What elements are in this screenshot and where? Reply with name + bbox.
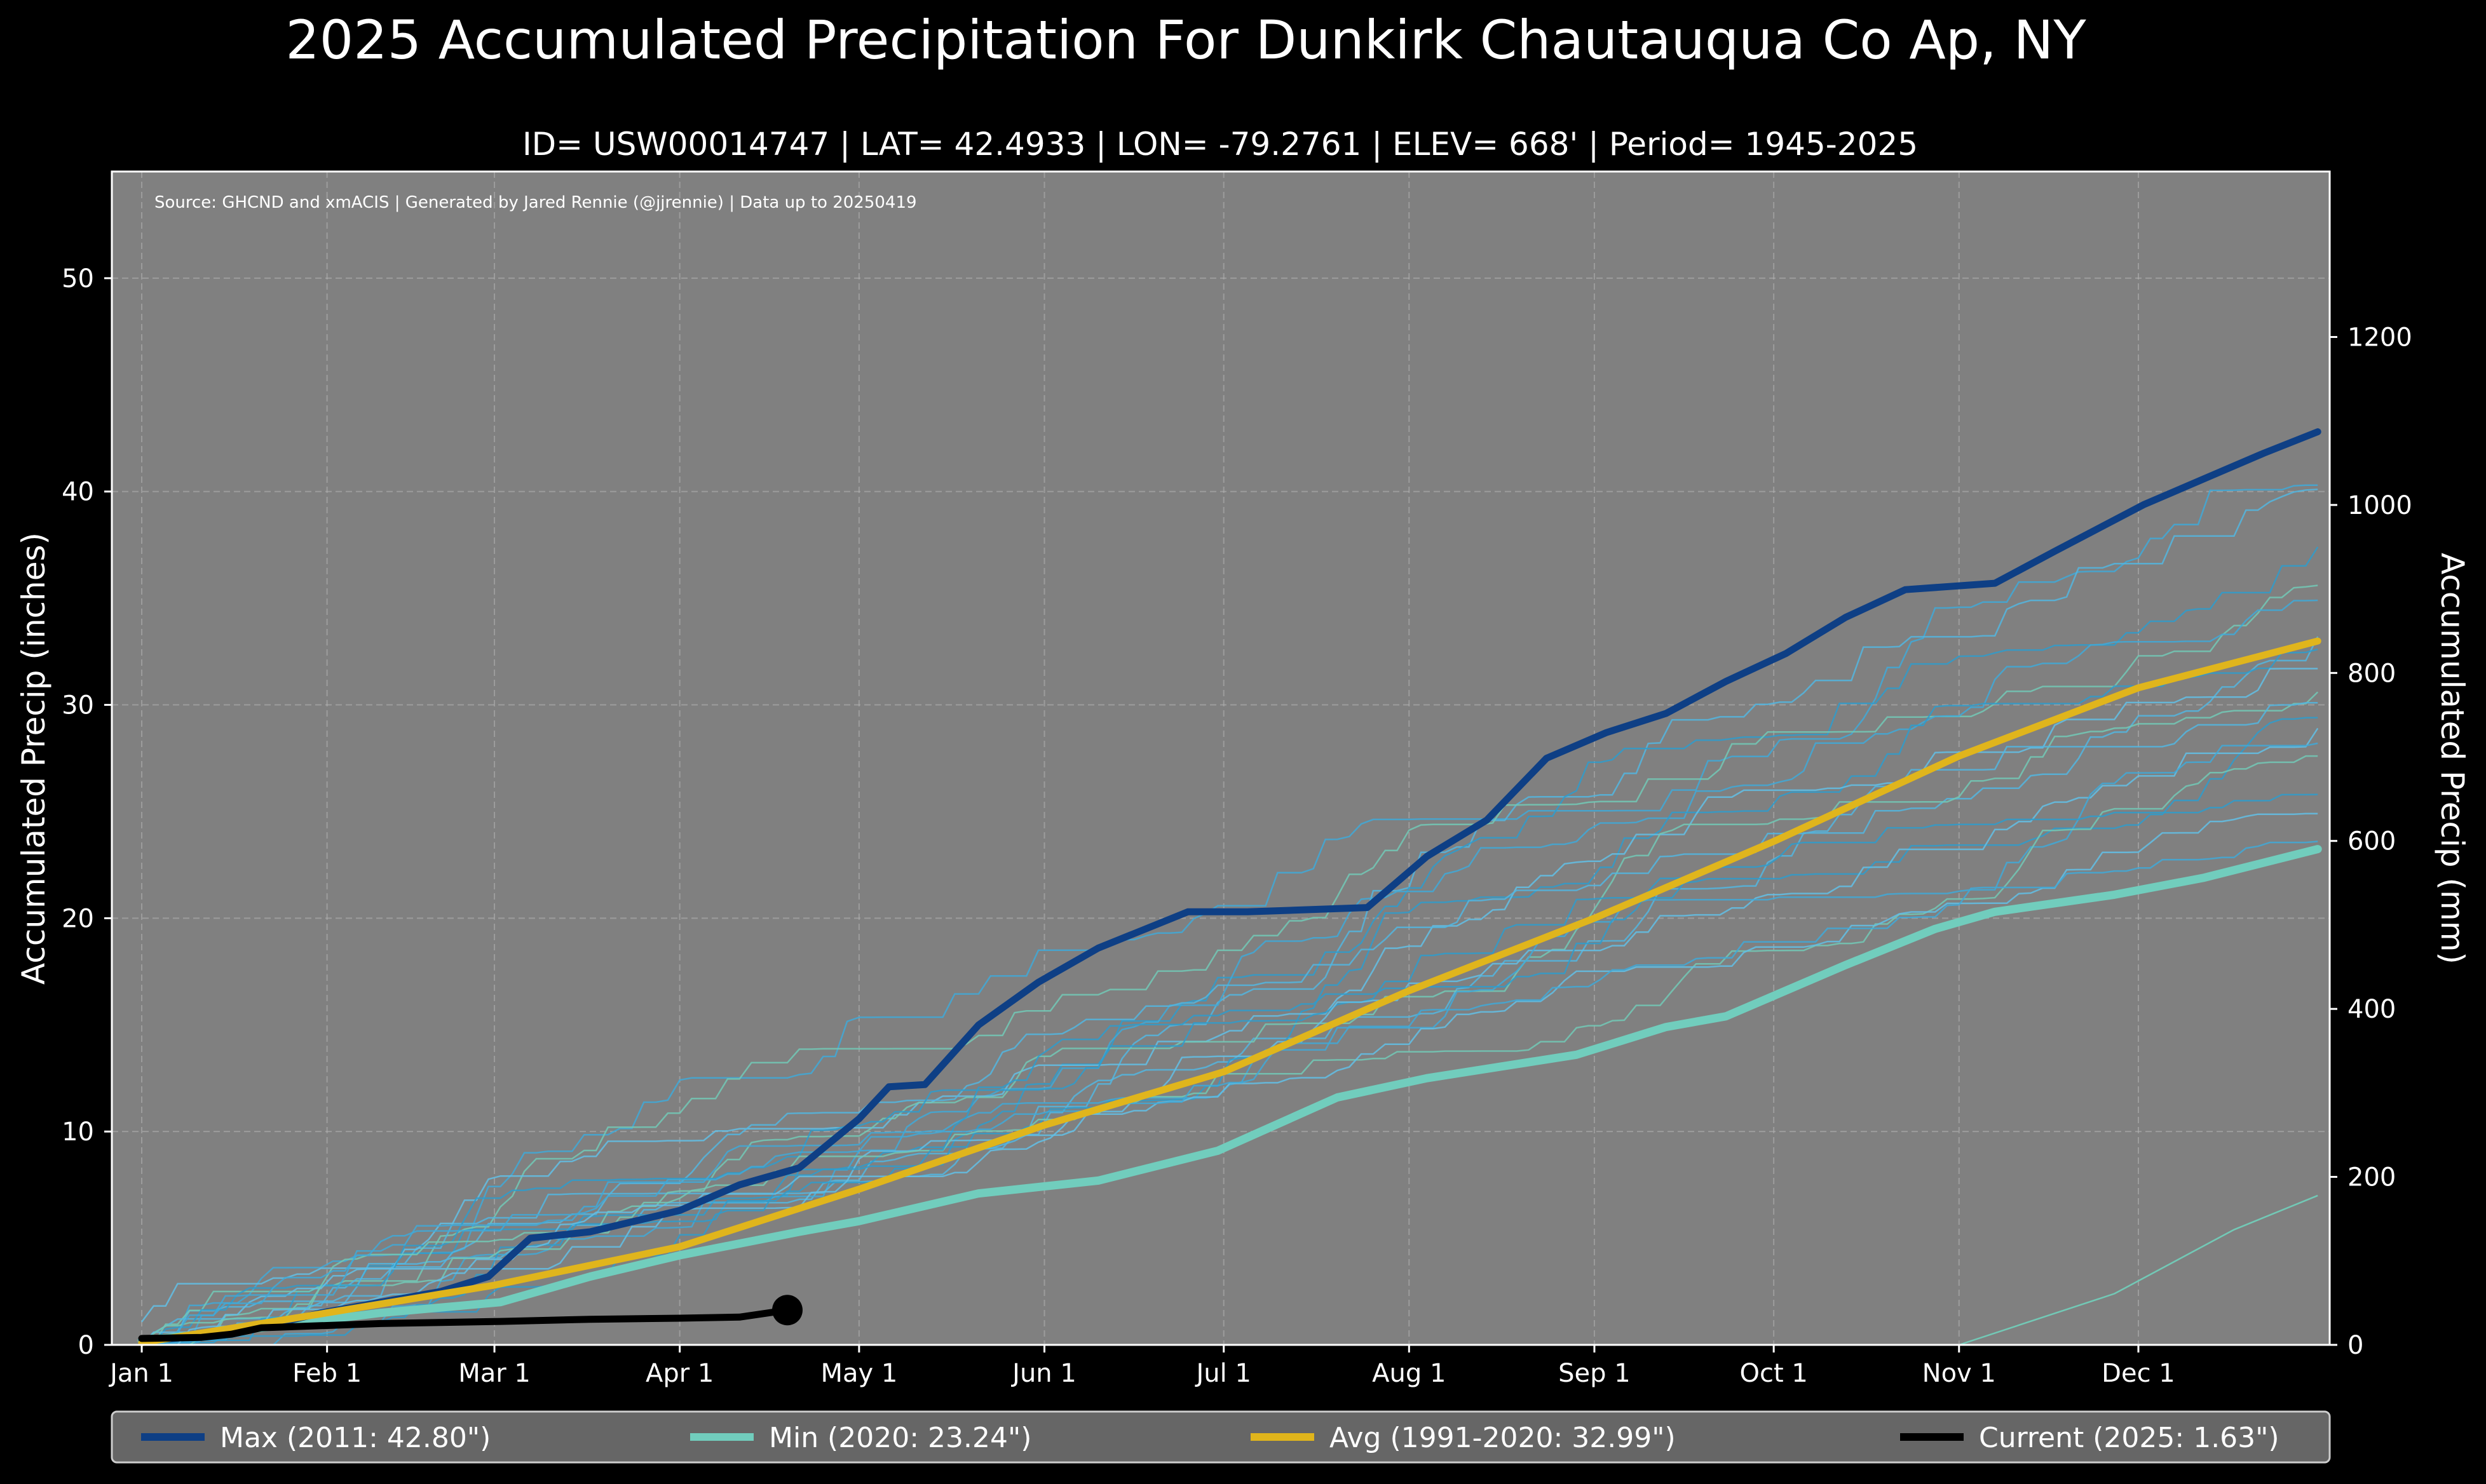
x-tick-label: Apr 1 [646,1359,714,1388]
y-right-tick-label: 400 [2347,995,2396,1024]
x-tick-label: Jun 1 [1010,1359,1077,1388]
historical-year-lines [140,484,2319,1346]
historical-year-line [142,648,2318,1346]
y-tick-label: 0 [78,1331,94,1360]
historical-year-line [141,840,2318,1345]
y-tick-label: 50 [62,264,94,293]
legend-label-max: Max (2011: 42.80") [220,1422,491,1454]
x-tick-label: May 1 [820,1359,897,1388]
current-endpoint-marker [771,1295,803,1326]
historical-year-line [141,727,2319,1346]
y-tick-label: 10 [62,1117,94,1147]
y-axis-label-left: Accumulated Precip (inches) [15,532,52,985]
y-right-tick-label: 0 [2347,1331,2363,1360]
series-lines [137,428,2322,1347]
legend-label-current: Current (2025: 1.63") [1979,1422,2279,1454]
series-line-max [138,428,2321,1344]
historical-year-line [1959,1194,2318,1346]
x-tick-label: Nov 1 [1922,1359,1996,1388]
historical-year-line [142,793,2318,1343]
chart-title: 2025 Accumulated Precipitation For Dunki… [285,9,2086,71]
plot-area [112,172,2330,1345]
historical-year-line [142,691,2319,1346]
y-axis-ticks-left: 0 10 20 30 40 50 [62,264,112,1360]
y-tick-label: 20 [62,904,94,933]
historical-year-line [142,599,2318,1346]
x-axis-ticks: Jan 1 Feb 1 Mar 1 Apr 1 May 1 Jun 1 Jul 1 Aug 1… [108,1345,2175,1388]
y-right-tick-label: 1000 [2347,491,2412,520]
x-tick-label: Jan 1 [108,1359,173,1388]
historical-year-line [141,701,2318,1346]
y-axis-label-right: Accumulated Precip (mm) [2434,553,2471,964]
y-right-tick-label: 800 [2347,659,2396,688]
y-right-tick-label: 600 [2347,827,2396,856]
x-tick-label: Mar 1 [458,1359,531,1388]
y-right-tick-label: 200 [2347,1163,2396,1192]
x-tick-label: Dec 1 [2102,1359,2175,1388]
legend-box [111,1410,2331,1464]
y-tick-label: 40 [62,478,94,507]
x-tick-label: Feb 1 [292,1359,362,1388]
series-line-current [138,1306,791,1342]
x-tick-label: Jul 1 [1194,1359,1251,1388]
legend-label-avg: Avg (1991-2020: 32.99") [1329,1422,1676,1454]
source-note: Source: GHCND and xmACIS | Generated by … [154,193,917,212]
series-line-min [137,845,2322,1345]
y-tick-label: 30 [62,691,94,720]
historical-year-line [141,717,2318,1346]
legend-label-min: Min (2020: 23.24") [769,1422,1031,1454]
legend: Max (2011: 42.80") Min (2020: 23.24") Avg … [111,1410,2331,1464]
y-axis-ticks-right: 0 200 400 600 800 1000 1200 [2330,323,2412,1360]
y-right-tick-label: 1200 [2347,323,2412,352]
plot-frame [111,170,2331,1346]
historical-year-line [141,755,2318,1346]
x-tick-label: Sep 1 [1558,1359,1631,1388]
historical-year-line [140,668,2318,1323]
series-line-avg [138,637,2321,1347]
historical-year-line [142,546,2319,1344]
historical-year-line [142,484,2318,1346]
x-tick-label: Aug 1 [1372,1359,1446,1388]
chart-subtitle: ID= USW00014747 | LAT= 42.4933 | LON= -7… [522,126,1918,163]
x-tick-label: Oct 1 [1739,1359,1807,1388]
